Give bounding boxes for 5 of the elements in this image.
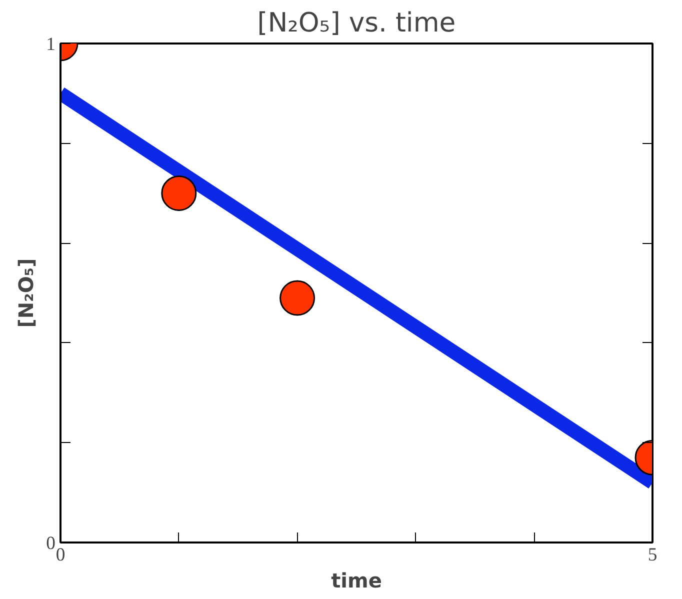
y-tick-label: 1 bbox=[46, 34, 56, 55]
y-axis-title: [N₂O₅] bbox=[14, 258, 38, 328]
chart-title: [N₂O₅] vs. time bbox=[257, 8, 456, 38]
x-axis-title: time bbox=[331, 568, 382, 592]
x-tick-label: 5 bbox=[648, 544, 658, 566]
